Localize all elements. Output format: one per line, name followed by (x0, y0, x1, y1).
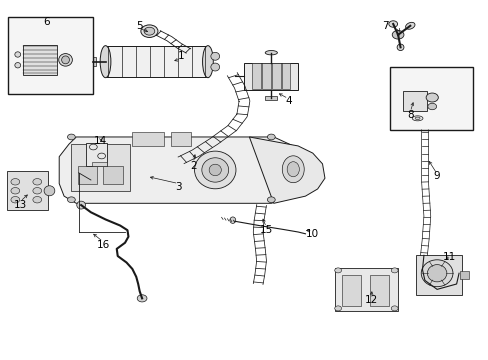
Bar (71, 144, 130, 191)
Ellipse shape (396, 44, 403, 50)
Text: 4: 4 (285, 96, 291, 106)
Bar (271, 63, 280, 89)
Bar (252, 63, 261, 89)
Ellipse shape (282, 156, 304, 183)
Bar (281, 63, 290, 89)
Ellipse shape (144, 27, 155, 35)
Bar (459, 271, 468, 279)
Text: 6: 6 (43, 17, 50, 27)
Ellipse shape (202, 46, 213, 78)
Ellipse shape (411, 116, 422, 121)
Bar (171, 132, 190, 146)
Ellipse shape (11, 188, 20, 194)
Text: 2: 2 (190, 161, 196, 171)
Bar (103, 166, 122, 184)
Ellipse shape (202, 158, 228, 182)
Ellipse shape (334, 268, 341, 273)
Bar (78, 166, 97, 184)
Text: 14: 14 (94, 136, 107, 145)
Bar (262, 63, 270, 89)
Text: 5: 5 (136, 21, 142, 31)
Ellipse shape (427, 265, 446, 282)
Ellipse shape (15, 63, 20, 68)
Ellipse shape (33, 188, 41, 194)
Polygon shape (59, 137, 298, 203)
Text: 8: 8 (406, 111, 413, 121)
Ellipse shape (11, 197, 20, 203)
Text: 7: 7 (382, 21, 388, 31)
Ellipse shape (390, 306, 397, 311)
Bar (8, 17, 93, 94)
Ellipse shape (267, 134, 275, 140)
Bar (389, 67, 472, 130)
Ellipse shape (267, 197, 275, 203)
Ellipse shape (33, 197, 41, 203)
Text: 13: 13 (14, 200, 27, 210)
Ellipse shape (209, 164, 221, 176)
Ellipse shape (420, 260, 452, 287)
Ellipse shape (414, 117, 419, 120)
Ellipse shape (67, 134, 75, 140)
Ellipse shape (390, 268, 397, 273)
Ellipse shape (100, 46, 111, 78)
Text: 16: 16 (96, 239, 109, 249)
Ellipse shape (77, 201, 85, 209)
Bar (244, 63, 298, 90)
Text: 1: 1 (178, 51, 184, 61)
Polygon shape (249, 137, 325, 203)
Bar (334, 268, 397, 311)
Ellipse shape (229, 217, 235, 224)
Ellipse shape (141, 25, 158, 37)
Bar (369, 275, 388, 306)
Ellipse shape (210, 52, 219, 60)
Ellipse shape (15, 52, 20, 57)
Ellipse shape (425, 93, 437, 102)
Bar (92, 162, 106, 166)
Text: 12: 12 (364, 295, 377, 305)
Ellipse shape (264, 50, 277, 55)
Text: 11: 11 (442, 252, 455, 262)
Bar (448, 269, 461, 275)
Bar (105, 46, 207, 77)
Ellipse shape (194, 151, 236, 189)
Ellipse shape (388, 21, 397, 27)
Text: 9: 9 (433, 171, 440, 181)
Bar (86, 143, 106, 166)
Ellipse shape (67, 197, 75, 203)
Ellipse shape (391, 31, 403, 39)
Bar (132, 132, 163, 146)
Ellipse shape (44, 186, 55, 196)
Text: 10: 10 (305, 229, 319, 239)
Bar (7, 171, 48, 211)
Bar (22, 45, 57, 75)
Bar (265, 96, 277, 100)
Bar (402, 91, 427, 111)
Bar (341, 275, 360, 306)
Ellipse shape (405, 22, 414, 29)
Ellipse shape (334, 306, 341, 311)
Text: 15: 15 (259, 225, 272, 235)
Ellipse shape (210, 63, 219, 71)
Bar (86, 57, 96, 66)
Ellipse shape (427, 103, 436, 110)
Ellipse shape (33, 179, 41, 185)
Bar (415, 255, 462, 295)
Ellipse shape (286, 162, 299, 177)
Ellipse shape (61, 56, 69, 64)
Ellipse shape (11, 179, 20, 185)
Text: 3: 3 (175, 182, 182, 192)
Ellipse shape (59, 54, 72, 66)
Ellipse shape (137, 295, 147, 302)
